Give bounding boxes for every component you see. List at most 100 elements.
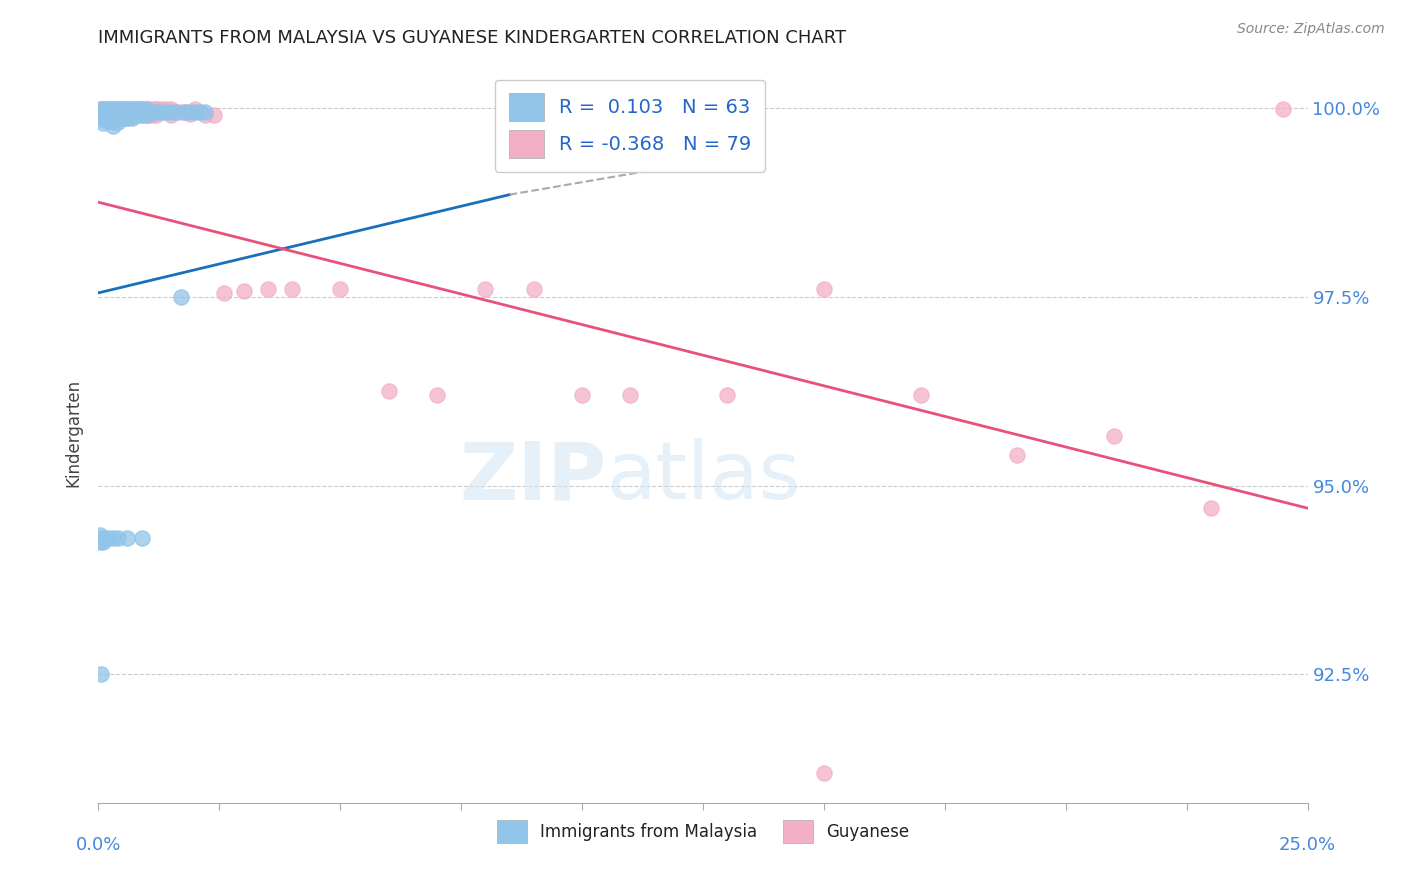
- Point: [141, 104, 163, 119]
- Point: [104, 108, 127, 122]
- Point: [150, 104, 173, 119]
- Point: [426, 388, 449, 402]
- Point: [111, 112, 134, 126]
- Point: [131, 108, 153, 122]
- Point: [127, 108, 149, 122]
- Point: [127, 102, 149, 116]
- Point: [135, 103, 157, 117]
- Point: [97, 532, 120, 546]
- Point: [131, 102, 153, 116]
- Point: [91, 108, 114, 122]
- Point: [141, 103, 163, 117]
- Point: [90, 105, 112, 120]
- Point: [145, 102, 167, 116]
- Point: [813, 765, 835, 780]
- Point: [101, 115, 124, 129]
- Point: [100, 107, 122, 121]
- Point: [101, 119, 124, 133]
- Point: [117, 111, 139, 125]
- Point: [1272, 102, 1295, 116]
- Point: [256, 282, 278, 296]
- Point: [89, 535, 111, 549]
- Text: Source: ZipAtlas.com: Source: ZipAtlas.com: [1237, 22, 1385, 37]
- Point: [91, 532, 114, 546]
- Point: [91, 102, 114, 116]
- Point: [160, 108, 183, 122]
- Point: [474, 282, 496, 296]
- Point: [97, 102, 120, 116]
- Point: [117, 107, 139, 121]
- Text: atlas: atlas: [606, 438, 800, 516]
- Point: [101, 110, 124, 124]
- Point: [121, 102, 143, 116]
- Point: [160, 104, 183, 119]
- Point: [90, 108, 112, 122]
- Point: [101, 106, 124, 120]
- Point: [155, 104, 177, 119]
- Point: [160, 103, 183, 117]
- Point: [94, 108, 117, 122]
- Point: [101, 114, 124, 128]
- Point: [111, 102, 134, 116]
- Point: [117, 532, 139, 546]
- Point: [117, 112, 139, 126]
- Point: [91, 535, 114, 549]
- Point: [377, 384, 399, 398]
- Point: [619, 388, 641, 402]
- Point: [145, 104, 167, 119]
- Point: [111, 103, 134, 117]
- Point: [127, 103, 149, 117]
- Point: [184, 104, 207, 119]
- Point: [135, 108, 157, 122]
- Point: [101, 103, 124, 117]
- Point: [97, 110, 120, 124]
- Point: [91, 104, 114, 119]
- Point: [155, 102, 177, 116]
- Point: [131, 103, 153, 117]
- Point: [145, 103, 167, 117]
- Point: [97, 107, 120, 121]
- Point: [150, 103, 173, 117]
- Point: [97, 107, 120, 121]
- Point: [121, 107, 143, 121]
- Point: [107, 112, 129, 127]
- Point: [716, 388, 738, 402]
- Point: [111, 112, 134, 126]
- Point: [91, 103, 114, 117]
- Point: [90, 667, 112, 681]
- Point: [281, 282, 304, 296]
- Text: 25.0%: 25.0%: [1279, 836, 1336, 855]
- Point: [155, 104, 177, 119]
- Point: [1199, 501, 1222, 516]
- Point: [165, 104, 187, 119]
- Point: [212, 285, 235, 300]
- Text: IMMIGRANTS FROM MALAYSIA VS GUYANESE KINDERGARTEN CORRELATION CHART: IMMIGRANTS FROM MALAYSIA VS GUYANESE KIN…: [98, 29, 846, 47]
- Point: [117, 106, 139, 120]
- Point: [107, 115, 129, 129]
- Point: [194, 108, 217, 122]
- Point: [1007, 448, 1029, 462]
- Point: [107, 102, 129, 116]
- Point: [571, 388, 593, 402]
- Point: [107, 103, 129, 117]
- Point: [91, 106, 114, 120]
- Point: [145, 108, 167, 122]
- Point: [127, 103, 149, 117]
- Point: [121, 103, 143, 117]
- Point: [188, 104, 211, 119]
- Point: [174, 104, 197, 119]
- Point: [131, 107, 153, 121]
- Point: [91, 110, 114, 124]
- Point: [141, 108, 163, 122]
- Point: [101, 532, 124, 546]
- Point: [523, 282, 546, 296]
- Point: [117, 103, 139, 117]
- Point: [91, 112, 114, 127]
- Point: [111, 107, 134, 121]
- Point: [101, 102, 124, 116]
- Point: [204, 108, 226, 122]
- Point: [179, 107, 201, 121]
- Point: [89, 103, 111, 117]
- Point: [121, 110, 143, 124]
- Point: [194, 104, 217, 119]
